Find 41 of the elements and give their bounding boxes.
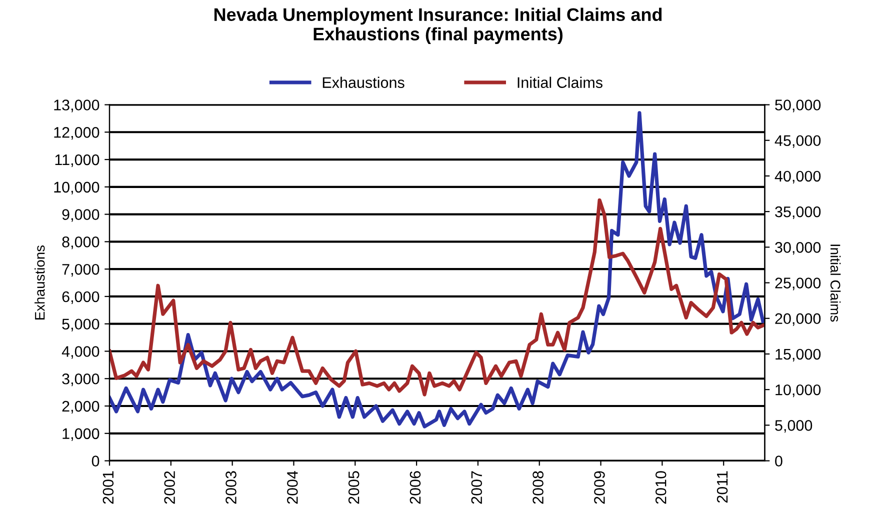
x-tick-label: 2008 bbox=[532, 471, 544, 504]
y-tick-label: 2,000 bbox=[62, 400, 100, 414]
y-tick-label: 3,000 bbox=[62, 373, 100, 386]
y2-tick-label: 30,000 bbox=[775, 242, 821, 255]
y-axis-title: Exhaustions bbox=[34, 245, 45, 320]
y-tick-label: 5,000 bbox=[62, 318, 100, 332]
y-tick-label: 13,000 bbox=[54, 100, 100, 112]
y2-tick-label: 45,000 bbox=[774, 135, 821, 148]
x-tick-label: 2001 bbox=[102, 471, 114, 504]
chart-title: Nevada Unemployment Insurance: Initial Claims and Exhaustions (final payments) bbox=[214, 8, 662, 44]
y2-axis-title: Initial Claims bbox=[830, 244, 841, 322]
y-tick-label: 9,000 bbox=[62, 209, 100, 222]
y-tick-label: 6,000 bbox=[62, 291, 100, 304]
legend-label: Initial Claims bbox=[518, 76, 602, 88]
y-tick-label: 7,000 bbox=[62, 264, 100, 277]
x-tick-label: 2011 bbox=[716, 471, 728, 503]
y2-tick-label: 15,000 bbox=[776, 348, 821, 362]
y-tick-label: 10,000 bbox=[54, 182, 100, 194]
y2-tick-label: 25,000 bbox=[775, 278, 821, 290]
x-tick-label: 2010 bbox=[655, 471, 666, 504]
x-tick-label: 2003 bbox=[226, 471, 236, 504]
y2-tick-label: 40,000 bbox=[774, 170, 821, 184]
y-tick-label: 12,000 bbox=[54, 127, 100, 140]
y2-tick-label: 10,000 bbox=[776, 384, 821, 398]
y2-tick-label: 35,000 bbox=[775, 206, 821, 220]
x-tick-label: 2005 bbox=[348, 471, 360, 504]
y-tick-label: 4,000 bbox=[62, 346, 100, 359]
y-tick-label: 0 bbox=[92, 456, 100, 466]
y-tick-label: 8,000 bbox=[62, 236, 100, 250]
y-tick-label: 1,000 bbox=[62, 428, 100, 441]
x-tick-label: 2007 bbox=[471, 471, 482, 504]
x-tick-label: 2004 bbox=[287, 470, 298, 504]
y2-tick-label: 50,000 bbox=[775, 100, 821, 112]
y2-tick-label: 20,000 bbox=[775, 313, 821, 326]
x-tick-label: 2009 bbox=[594, 471, 605, 504]
x-tick-label: 2006 bbox=[410, 471, 421, 504]
legend-label: Exhaustions bbox=[322, 76, 404, 88]
x-tick-label: 2002 bbox=[164, 471, 176, 504]
y2-tick-label: 0 bbox=[775, 456, 782, 466]
y-tick-label: 11,000 bbox=[55, 154, 100, 168]
y2-tick-label: 5,000 bbox=[775, 420, 812, 433]
